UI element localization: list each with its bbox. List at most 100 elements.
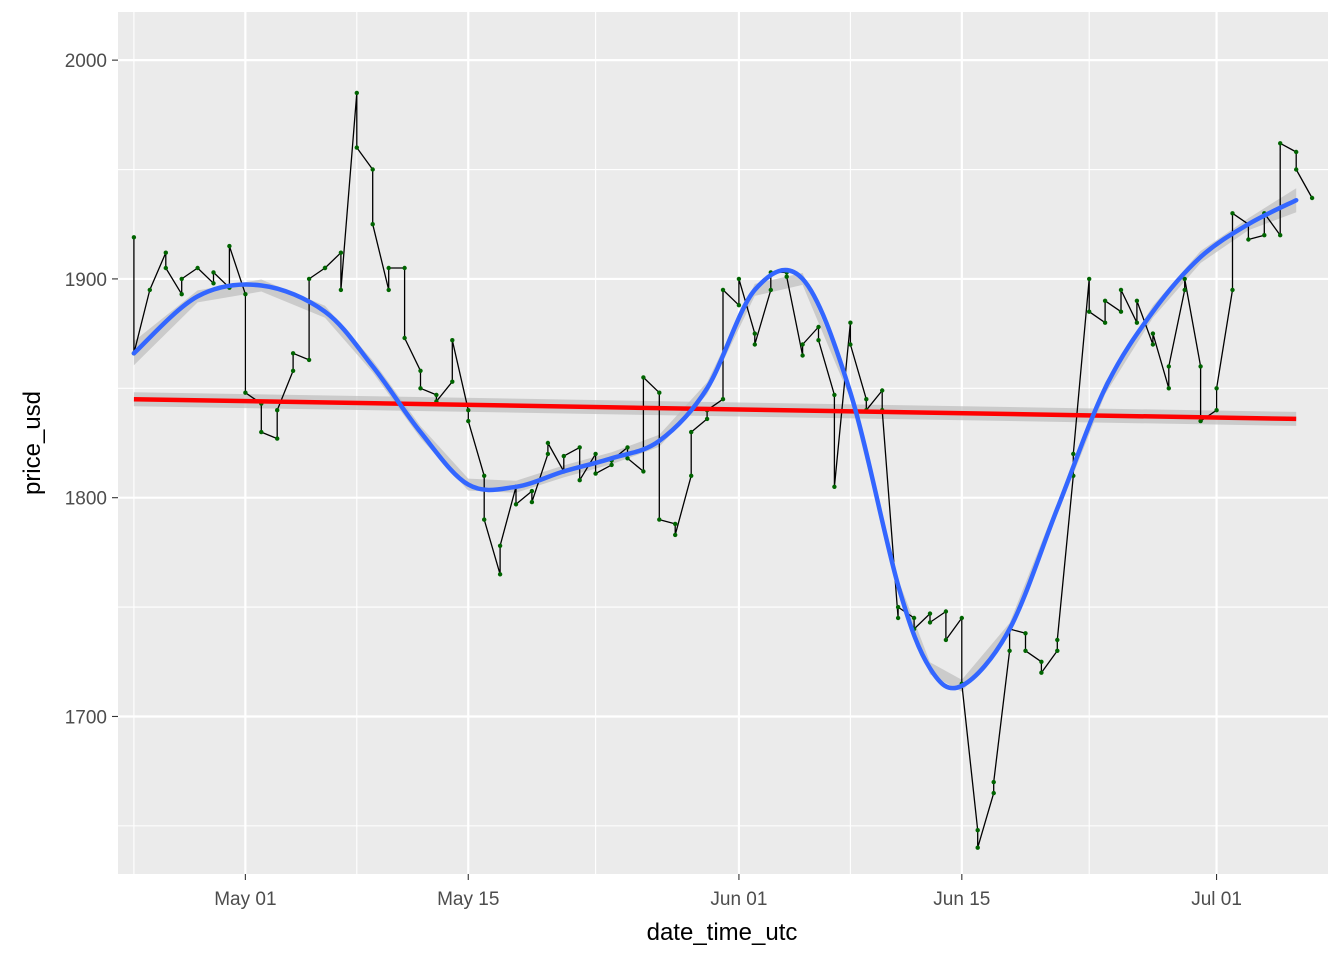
price-point <box>1134 320 1140 325</box>
price-point <box>545 451 551 457</box>
price-point <box>497 572 503 577</box>
price-point <box>1134 298 1140 303</box>
price-point <box>402 335 407 341</box>
price-point <box>975 845 980 850</box>
price-point <box>1230 287 1235 293</box>
price-point <box>1102 320 1108 325</box>
price-point <box>1246 237 1251 242</box>
price-point <box>1198 364 1203 369</box>
price-point <box>927 620 933 625</box>
x-tick-label: May 15 <box>437 889 499 910</box>
price-point <box>370 222 375 227</box>
grid-minor <box>118 12 1328 874</box>
price-point <box>211 281 216 286</box>
price-point <box>895 615 901 621</box>
price-point <box>593 471 598 476</box>
price-point <box>290 368 296 373</box>
price-point <box>625 456 630 461</box>
price-point <box>1294 149 1299 155</box>
price-point <box>895 604 901 610</box>
price-point <box>227 243 232 249</box>
price-point <box>800 353 805 358</box>
price-point <box>1055 637 1060 643</box>
price-point <box>704 416 710 422</box>
axis-ticks <box>112 59 1218 880</box>
price-point <box>1039 670 1044 675</box>
price-point <box>1087 309 1092 314</box>
price-point <box>673 532 678 538</box>
y-axis-title: price_usd <box>19 391 46 495</box>
price-point <box>752 331 757 336</box>
price-point <box>800 342 805 347</box>
price-point <box>625 445 630 450</box>
x-tick-label: Jul 01 <box>1191 889 1242 910</box>
price-point <box>832 392 837 398</box>
price-point <box>418 386 423 391</box>
price-point <box>561 453 566 459</box>
price-point <box>529 499 535 505</box>
price-point <box>593 451 598 457</box>
price-point <box>736 303 742 308</box>
price-point <box>959 615 964 621</box>
price-point <box>673 521 678 527</box>
price-point <box>147 287 152 293</box>
price-point <box>466 418 471 424</box>
price-point <box>275 436 280 441</box>
price-point <box>816 338 821 343</box>
price-point <box>720 397 726 402</box>
price-point <box>1007 648 1012 653</box>
price-point <box>864 397 869 402</box>
price-point <box>911 615 917 621</box>
y-tick-label: 1900 <box>65 270 107 291</box>
grid-major <box>118 12 1328 874</box>
price-point <box>1102 298 1108 303</box>
price-point <box>434 392 439 398</box>
x-tick-label: May 01 <box>214 889 276 910</box>
price-point <box>306 357 312 363</box>
price-point <box>943 637 949 643</box>
price-point <box>1182 287 1187 293</box>
linear-fit-line <box>133 396 1297 422</box>
price-point <box>609 462 614 468</box>
x-tick-label: Jun 15 <box>933 889 990 910</box>
loess-fit-line <box>131 197 1299 691</box>
y-tick-labels: 1700 1800 1900 2000 <box>65 51 107 728</box>
price-point <box>927 611 933 616</box>
price-point <box>131 235 137 240</box>
price-point <box>1309 195 1315 201</box>
price-point <box>577 445 582 450</box>
x-tick-labels: May 01 May 15 Jun 01 Jun 15 Jul 01 <box>214 889 1242 910</box>
y-tick-label: 2000 <box>65 51 107 72</box>
price-point <box>386 287 391 293</box>
price-point <box>641 469 646 474</box>
price-point <box>179 276 184 282</box>
price-point <box>577 478 582 483</box>
price-point <box>1118 309 1124 314</box>
price-point <box>211 270 216 275</box>
price-point <box>1214 408 1219 413</box>
price-point <box>1182 276 1187 282</box>
price-point <box>657 390 662 395</box>
price-point <box>450 379 455 384</box>
price-point <box>322 265 328 271</box>
price-point <box>1262 233 1267 238</box>
price-point <box>243 292 248 297</box>
price-point <box>1150 342 1156 347</box>
price-point <box>784 274 789 279</box>
price-point <box>641 375 646 380</box>
price-point <box>657 517 662 522</box>
price-point <box>179 292 184 297</box>
loess-fit <box>131 197 1299 691</box>
price-point <box>513 502 519 507</box>
price-point <box>736 276 742 282</box>
price-point <box>991 790 996 796</box>
price-point <box>1166 364 1172 369</box>
price-point <box>275 408 280 413</box>
price-point <box>1166 386 1172 391</box>
price-point <box>943 609 949 614</box>
price-point <box>163 265 168 271</box>
x-tick-label: Jun 01 <box>710 889 767 910</box>
price-point <box>163 250 168 255</box>
price-point <box>1023 648 1028 653</box>
price-point <box>418 368 423 373</box>
